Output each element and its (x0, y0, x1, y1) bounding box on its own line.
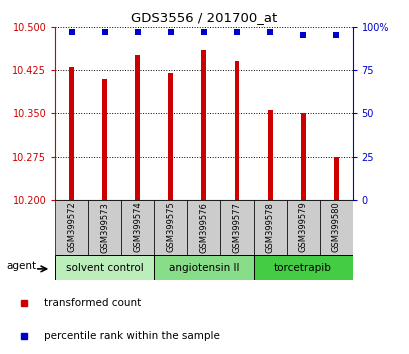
Text: torcetrapib: torcetrapib (274, 263, 331, 273)
Text: GSM399572: GSM399572 (67, 202, 76, 252)
Text: GSM399580: GSM399580 (331, 202, 340, 252)
Bar (234, 61, 239, 200)
Bar (55, 255, 154, 280)
Bar (88, 200, 121, 255)
Text: percentile rank within the sample: percentile rank within the sample (43, 331, 219, 341)
Bar (286, 200, 319, 255)
Text: GSM399573: GSM399573 (100, 202, 109, 252)
Bar (253, 255, 352, 280)
Text: GSM399579: GSM399579 (298, 202, 307, 252)
Bar (253, 200, 286, 255)
Bar (102, 79, 107, 200)
Bar (154, 255, 253, 280)
Text: GSM399577: GSM399577 (232, 202, 241, 252)
Bar (201, 50, 206, 200)
Bar (135, 56, 140, 200)
Text: GSM399575: GSM399575 (166, 202, 175, 252)
Bar (319, 200, 352, 255)
Bar (220, 200, 253, 255)
Bar (187, 200, 220, 255)
Text: transformed count: transformed count (43, 298, 141, 308)
Bar (300, 113, 305, 200)
Bar (333, 156, 338, 200)
Text: solvent control: solvent control (66, 263, 144, 273)
Bar (121, 200, 154, 255)
Text: GSM399576: GSM399576 (199, 202, 208, 252)
Text: GSM399574: GSM399574 (133, 202, 142, 252)
Text: angiotensin II: angiotensin II (169, 263, 238, 273)
Bar (267, 110, 272, 200)
Bar (55, 200, 88, 255)
Bar (168, 73, 173, 200)
Text: GSM399578: GSM399578 (265, 202, 274, 252)
Bar (69, 67, 74, 200)
Title: GDS3556 / 201700_at: GDS3556 / 201700_at (130, 11, 276, 24)
Bar (154, 200, 187, 255)
Text: agent: agent (7, 261, 37, 272)
